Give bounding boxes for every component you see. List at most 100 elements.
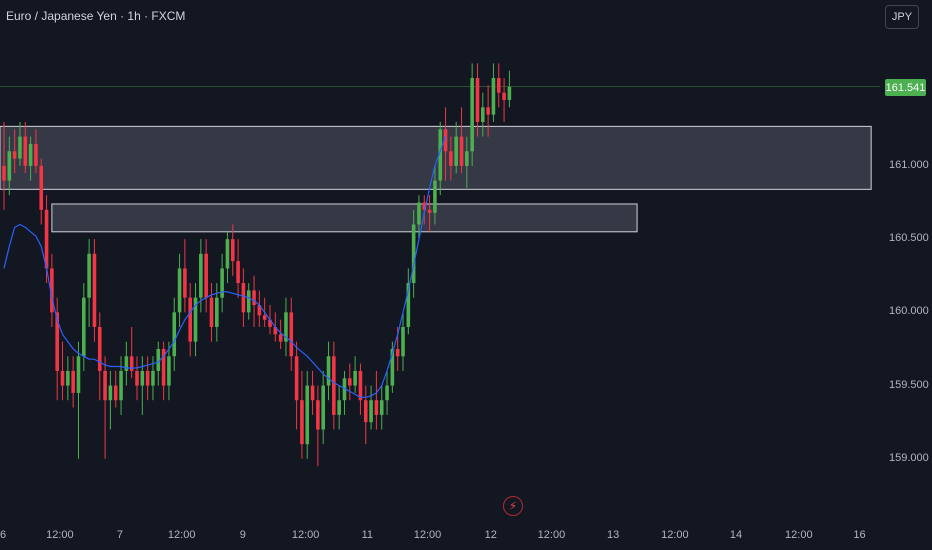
candle-body	[2, 165, 6, 181]
candle-body	[76, 356, 81, 393]
supply-zone-2	[51, 203, 638, 233]
candle-body	[209, 297, 214, 327]
candle-body	[71, 370, 75, 393]
time-tick-label: 13	[607, 529, 620, 541]
candle-body	[108, 385, 113, 401]
candle-body	[246, 290, 251, 313]
time-tick-label: 7	[116, 529, 124, 541]
candle-body	[252, 290, 256, 306]
candle-body	[167, 356, 171, 386]
candle-body	[326, 356, 331, 386]
candle-body	[113, 385, 118, 401]
time-tick-label: 11	[361, 529, 374, 541]
time-tick-label: 12:00	[413, 529, 442, 541]
candle-body	[262, 315, 267, 320]
candle-body	[145, 370, 150, 386]
time-tick-label: 12:00	[537, 529, 566, 541]
candle-body	[60, 370, 65, 386]
candle-body	[337, 400, 341, 415]
last-price-label: 161.541	[885, 79, 926, 96]
candle-body	[449, 151, 453, 166]
candle-body	[273, 326, 278, 335]
candle-body	[406, 283, 411, 327]
candle-body	[401, 326, 405, 357]
symbol-title: Euro / Japanese Yen · 1h · FXCM	[6, 9, 186, 23]
candle-body	[220, 268, 224, 298]
candle-body	[438, 129, 443, 181]
candle-body	[379, 400, 384, 415]
candle-body	[151, 370, 155, 386]
candle-body	[55, 312, 59, 371]
candle-body	[310, 385, 315, 401]
candle-body	[199, 253, 203, 298]
candle-body	[103, 370, 107, 401]
candle-body	[443, 129, 448, 152]
candle-body	[300, 400, 304, 445]
candle-body	[459, 136, 464, 166]
candle-body	[241, 283, 246, 313]
candle-body	[135, 370, 139, 386]
time-tick-label: 12:00	[661, 529, 689, 541]
price-tick-label: 159.500	[889, 378, 929, 391]
candle-body	[454, 136, 458, 166]
candle-body	[39, 165, 44, 210]
time-tick-label: 9	[239, 529, 246, 541]
lightning-icon[interactable]: ⚡	[503, 496, 523, 516]
candle-body	[465, 151, 469, 166]
time-tick-label: 12:00	[167, 529, 196, 541]
candle-body	[156, 348, 161, 371]
candle-body	[433, 180, 437, 213]
price-tick-label: 161.000	[889, 158, 929, 171]
candle-body	[268, 319, 272, 327]
candle-body	[374, 400, 379, 415]
candle-body	[129, 356, 134, 371]
price-tick-label: 160.500	[889, 232, 929, 245]
candle-body	[257, 305, 262, 316]
time-tick-label: 16	[853, 529, 866, 541]
candle-body	[215, 297, 219, 327]
candle-body	[124, 356, 129, 371]
candle-body	[230, 239, 235, 262]
candle-body	[390, 348, 395, 386]
candle-body	[87, 253, 91, 298]
candle-body	[305, 385, 310, 445]
candle-body	[23, 136, 28, 166]
candle-body	[236, 261, 240, 284]
candle-body	[294, 356, 299, 401]
candle-body	[66, 370, 70, 386]
candle-body	[363, 400, 368, 423]
candle-body	[278, 334, 283, 342]
time-tick-label: 12:00	[785, 529, 813, 541]
candle-body	[82, 297, 86, 357]
candle-body	[395, 348, 400, 357]
candle-body	[411, 224, 416, 284]
candle-body	[18, 136, 22, 159]
candle-body	[342, 378, 347, 401]
candle-body	[172, 312, 177, 357]
candle-body	[193, 297, 198, 342]
candle-body	[369, 400, 373, 423]
time-tick-label: 6	[0, 529, 7, 541]
time-tick-label: 14	[729, 529, 743, 541]
candle-body	[502, 92, 506, 100]
candle-body	[284, 312, 288, 342]
candle-body	[486, 107, 490, 115]
candle-body	[353, 370, 357, 386]
candle-body	[92, 253, 97, 327]
candle-body	[321, 385, 325, 430]
candle-body	[204, 253, 208, 298]
candle-body	[427, 209, 432, 213]
candle-body	[28, 143, 33, 166]
candle-body	[481, 107, 485, 122]
candle-body	[12, 151, 17, 159]
price-tick-label: 159.000	[889, 451, 929, 464]
supply-zone-1	[0, 125, 872, 190]
candle-body	[417, 202, 421, 225]
time-tick-label: 12	[484, 529, 497, 541]
currency-badge[interactable]: JPY	[885, 5, 919, 29]
candle-body	[496, 78, 501, 93]
candle-body	[44, 209, 49, 269]
candle-body	[332, 356, 336, 415]
